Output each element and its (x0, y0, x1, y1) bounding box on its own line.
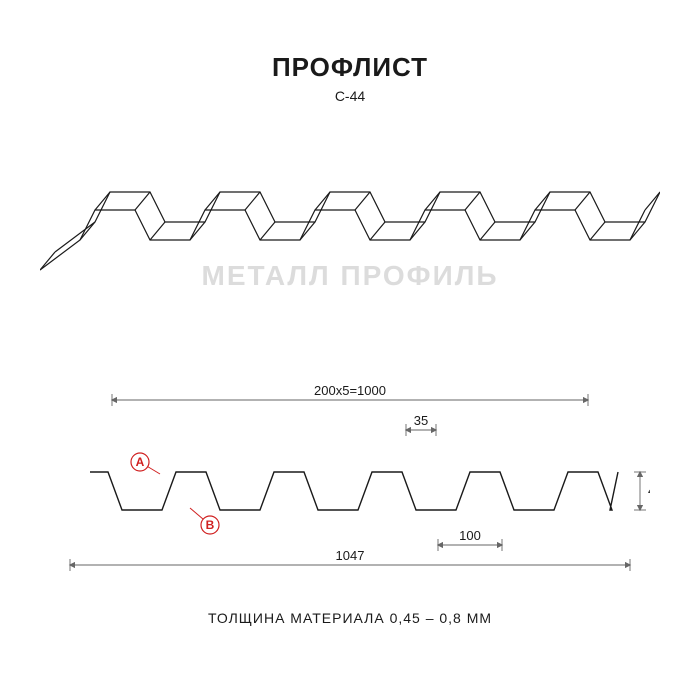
iso-depth-line (370, 222, 385, 240)
iso-depth-line (355, 192, 370, 210)
marker-a: A (131, 453, 160, 474)
page-title: ПРОФЛИСТ (0, 52, 700, 83)
dim-overall-label: 1047 (336, 548, 365, 563)
footer-note: ТОЛЩИНА МАТЕРИАЛА 0,45 – 0,8 ММ (0, 610, 700, 626)
dim-valley: 100 (438, 528, 502, 551)
iso-depth-line (260, 222, 275, 240)
profile-outline (90, 472, 618, 510)
cross-section-drawing: 200x5=1000 35 100 1047 44 A B (50, 370, 650, 580)
dim-rib-top-label: 35 (414, 413, 428, 428)
iso-depth-line (480, 222, 495, 240)
dim-overall: 1047 (70, 548, 630, 571)
iso-front-edge (40, 210, 645, 270)
svg-text:B: B (206, 518, 215, 532)
svg-text:A: A (136, 455, 145, 469)
dim-height-label: 44 (648, 483, 650, 498)
marker-b: B (190, 508, 219, 534)
page: ПРОФЛИСТ С-44 МЕТАЛЛ ПРОФИЛЬ 200x5=10003… (0, 0, 700, 700)
iso-depth-line (465, 192, 480, 210)
iso-depth-line (150, 222, 165, 240)
dim-valley-label: 100 (459, 528, 481, 543)
dim-top-span-label: 200x5=1000 (314, 383, 386, 398)
iso-back-edge (55, 192, 660, 252)
dim-height: 44 (634, 472, 650, 510)
dim-rib-top: 35 (406, 413, 436, 436)
iso-depth-line (245, 192, 260, 210)
iso-depth-line (575, 192, 590, 210)
page-subtitle: С-44 (0, 88, 700, 104)
iso-depth-line (135, 192, 150, 210)
isometric-drawing (40, 150, 660, 320)
dim-top-span: 200x5=1000 (112, 383, 588, 406)
iso-depth-line (590, 222, 605, 240)
